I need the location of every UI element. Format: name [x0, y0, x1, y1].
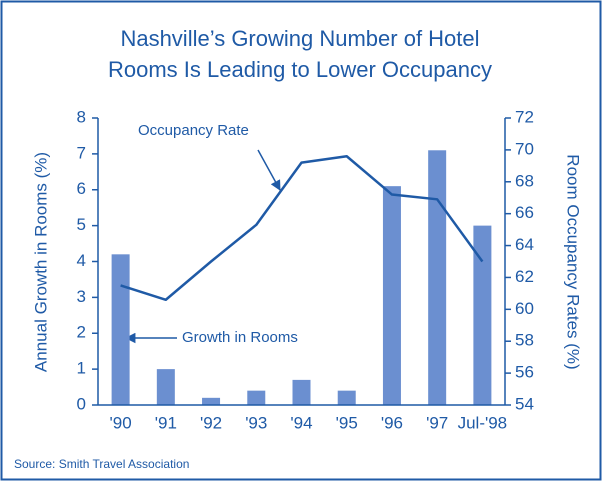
- bar: [111, 254, 130, 405]
- y-tick-label: 6: [77, 179, 86, 198]
- x-tick-label: '94: [290, 413, 312, 432]
- line: [120, 155, 484, 302]
- y-tick-label: 2: [77, 323, 86, 342]
- x-tick-label: '93: [245, 413, 267, 432]
- y2-axis-label: Room Occupancy Rates (%): [564, 154, 583, 369]
- y2-tick-label: 64: [515, 235, 534, 254]
- y-tick-label: 3: [77, 287, 86, 306]
- y-tick-label: 1: [77, 359, 86, 378]
- annotation: Growth in Rooms: [182, 329, 298, 346]
- bar: [292, 379, 311, 405]
- annotation-arrow: [257, 149, 281, 191]
- bar: [428, 150, 447, 405]
- y2-tick-label: 66: [515, 203, 534, 222]
- y2-tick-label: 60: [515, 299, 534, 318]
- y2-tick-label: 68: [515, 171, 534, 190]
- y-tick-label: 7: [77, 143, 86, 162]
- y-tick-label: 0: [77, 394, 86, 413]
- source: Source: Smith Travel Association: [14, 457, 189, 471]
- bar: [202, 397, 221, 405]
- bar: [473, 225, 492, 405]
- y-tick-label: 5: [77, 215, 86, 234]
- chart-title: Nashville’s Growing Number of Hotel: [120, 26, 479, 51]
- x-tick-label: '91: [155, 413, 177, 432]
- y-tick-label: 8: [77, 107, 86, 126]
- x-tick-label: '90: [110, 413, 132, 432]
- chart-title: Rooms Is Leading to Lower Occupancy: [108, 57, 492, 82]
- y2-tick-label: 56: [515, 363, 534, 382]
- annotation: Occupancy Rate: [138, 122, 249, 139]
- bar: [156, 369, 175, 405]
- y2-tick-label: 58: [515, 331, 534, 350]
- y2-tick-label: 70: [515, 139, 534, 158]
- y2-tick-label: 72: [515, 107, 534, 126]
- x-tick-label: '96: [381, 413, 403, 432]
- x-tick-label: Jul-'98: [458, 413, 508, 432]
- y-axis-label: Annual Growth in Rooms (%): [31, 152, 50, 372]
- x-tick-label: '95: [336, 413, 358, 432]
- y2-tick-label: 62: [515, 267, 534, 286]
- y2-tick-label: 54: [515, 394, 534, 413]
- bar: [382, 186, 401, 405]
- bar: [247, 390, 266, 405]
- bar: [337, 390, 356, 405]
- x-tick-label: '97: [426, 413, 448, 432]
- x-tick-label: '92: [200, 413, 222, 432]
- y-tick-label: 4: [77, 251, 86, 270]
